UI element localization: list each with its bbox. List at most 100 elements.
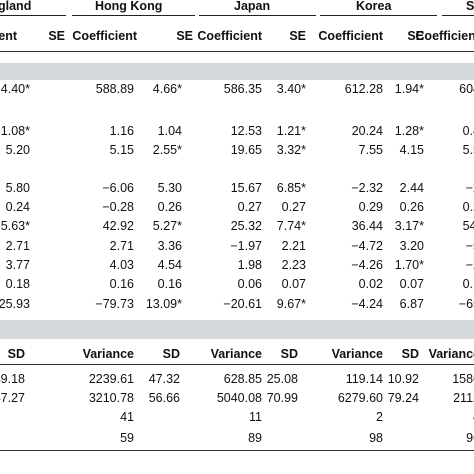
table-cell: 586.35 [223, 82, 262, 96]
table-cell: 59 [120, 431, 134, 445]
table-cell: 49.18 [0, 372, 25, 386]
table-cell: 3.40* [276, 82, 306, 96]
table-cell: 47.27 [0, 391, 25, 405]
table-cell: 4.40* [0, 82, 30, 96]
table-cell: 41 [120, 410, 134, 424]
table-cell: −0.28 [102, 200, 134, 214]
table-cell: 0.27 [237, 200, 262, 214]
table-cell: −65 [458, 297, 474, 311]
table-cell: 5.5 [462, 143, 474, 157]
table-cell: 3.32* [276, 143, 306, 157]
column-header: SE [176, 29, 193, 43]
table-cell: 5.63* [0, 219, 30, 233]
table-cell: 11 [249, 410, 262, 424]
table-cell: 19.65 [230, 143, 262, 157]
table-cell: 5.30 [157, 181, 182, 195]
column-header: Variance [428, 347, 474, 361]
table-cell: 3.20 [399, 239, 424, 253]
table-cell: 3.17* [394, 219, 424, 233]
table-cell: 6.85* [276, 181, 306, 195]
table-cell: 42.92 [102, 219, 134, 233]
table-cell: 0.27 [281, 200, 306, 214]
table-cell: 5.15 [109, 143, 134, 157]
table-cell: 25.08 [266, 372, 298, 386]
table-cell: 1.94* [394, 82, 424, 96]
section-band [0, 320, 474, 339]
column-header: Variance [82, 347, 134, 361]
table-cell: 0.2 [462, 200, 474, 214]
table-cell: 12.53 [230, 124, 262, 138]
table-cell: 96 [466, 431, 474, 445]
country-header: gland [0, 0, 32, 13]
table-cell: 0.1 [462, 277, 474, 291]
country-header: Hong Kong [95, 0, 163, 13]
table-cell: 25.93 [0, 297, 30, 311]
table-cell: −2.32 [351, 181, 383, 195]
table-cell: 6279.60 [337, 391, 383, 405]
table-cell: 9.67* [276, 297, 306, 311]
column-header: Variance [331, 347, 383, 361]
table-cell: 98 [369, 431, 383, 445]
column-header: SD [7, 347, 25, 361]
column-header: SD [401, 347, 419, 361]
table-cell: 3210.78 [88, 391, 134, 405]
table-cell: −2 [465, 258, 474, 272]
country-header-rule [199, 15, 316, 16]
table-cell: −6.06 [102, 181, 134, 195]
table-cell: 3.36 [157, 239, 182, 253]
table-cell: 628.85 [223, 372, 262, 386]
table-cell: 47.32 [148, 372, 180, 386]
table-cell: 2.71 [109, 239, 134, 253]
table-cell: 5040.08 [216, 391, 262, 405]
country-header-rule [0, 15, 66, 16]
table-cell: 0.26 [399, 200, 424, 214]
table-cell: −1.97 [230, 239, 262, 253]
country-header-rule [442, 15, 474, 16]
table-cell: 4.54 [157, 258, 182, 272]
variance-header-rule [0, 364, 474, 365]
table-cell: 0.24 [5, 200, 30, 214]
table-cell: 1.04 [157, 124, 182, 138]
table-cell: 36.44 [351, 219, 383, 233]
table-cell: 0.07 [399, 277, 424, 291]
country-header: Korea [356, 0, 392, 13]
table-cell: 1586 [452, 372, 474, 386]
table-cell: 612.28 [344, 82, 383, 96]
table-cell: 1.28* [394, 124, 424, 138]
column-header: SE [407, 29, 424, 43]
table-cell: 54. [462, 219, 474, 233]
table-cell: 5.20 [5, 143, 30, 157]
table-cell: 13.09* [145, 297, 182, 311]
table-cell: 0.29 [358, 200, 383, 214]
column-header: Variance [210, 347, 262, 361]
table-cell: 2112 [453, 391, 474, 405]
table-cell: −4.26 [351, 258, 383, 272]
table-cell: 6.87 [399, 297, 424, 311]
table-cell: 2 [376, 410, 383, 424]
column-header: Coefficient [415, 29, 474, 43]
column-header: SE [289, 29, 306, 43]
table-cell: 4.15 [399, 143, 424, 157]
table-cell: 0.02 [358, 277, 383, 291]
table-cell: 2.23 [281, 258, 306, 272]
table-cell: 2.44 [399, 181, 424, 195]
column-header: SE [48, 29, 65, 43]
table-cell: 2239.61 [88, 372, 134, 386]
table-cell: 3.77 [5, 258, 30, 272]
bottom-rule [0, 450, 474, 451]
table-cell: 0.07 [281, 277, 306, 291]
table-cell: 119.14 [345, 372, 383, 386]
table-cell: 7.55 [358, 143, 383, 157]
table-cell: 25.32 [230, 219, 262, 233]
table-cell: 2.55* [152, 143, 182, 157]
column-header: Coefficient [197, 29, 262, 43]
column-header: Coefficient [318, 29, 383, 43]
table-cell: 2.71 [5, 239, 30, 253]
country-header: Japan [234, 0, 271, 13]
table-cell: −20.61 [223, 297, 262, 311]
table-cell: 5.27* [152, 219, 182, 233]
table-cell: −5 [465, 239, 474, 253]
table-cell: −2 [465, 181, 474, 195]
country-header-rule [320, 15, 437, 16]
table-cell: 604 [459, 82, 474, 96]
